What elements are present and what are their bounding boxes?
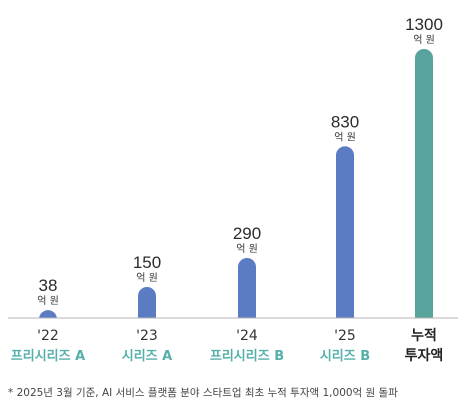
unit-label-1: 억 원 <box>136 272 158 284</box>
series-label-3: 시리즈 B <box>320 348 370 364</box>
value-label-1: 150 <box>133 253 161 272</box>
year-label-1: '23 <box>136 328 158 344</box>
year-label-3: '25 <box>334 328 356 344</box>
value-label-0: 38 <box>39 276 58 295</box>
value-label-4: 1300 <box>405 15 443 34</box>
value-label-3: 830 <box>331 112 359 131</box>
series-label-2: 프리시리즈 B <box>210 348 284 364</box>
unit-label-2: 억 원 <box>236 243 258 255</box>
bar-0 <box>39 310 57 320</box>
cumulative-label-line2: 투자액 <box>405 347 444 364</box>
bar-2 <box>238 257 256 318</box>
bar-4 <box>415 49 433 318</box>
bar-3 <box>336 146 354 318</box>
year-label-2: '24 <box>236 328 258 344</box>
year-label-0: '22 <box>37 328 59 344</box>
unit-label-4: 억 원 <box>413 34 435 46</box>
bars-group <box>39 49 433 320</box>
unit-label-3: 억 원 <box>334 131 356 143</box>
series-label-0: 프리시리즈 A <box>11 348 85 364</box>
value-label-2: 290 <box>233 224 261 243</box>
unit-label-0: 억 원 <box>37 295 59 307</box>
bar-1 <box>138 286 156 318</box>
footnote: * 2025년 3월 기준, AI 서비스 플랫폼 분야 스타트업 최초 누적 … <box>8 386 398 399</box>
series-label-1: 시리즈 A <box>122 348 172 364</box>
cumulative-label-line1: 누적 <box>411 327 437 344</box>
